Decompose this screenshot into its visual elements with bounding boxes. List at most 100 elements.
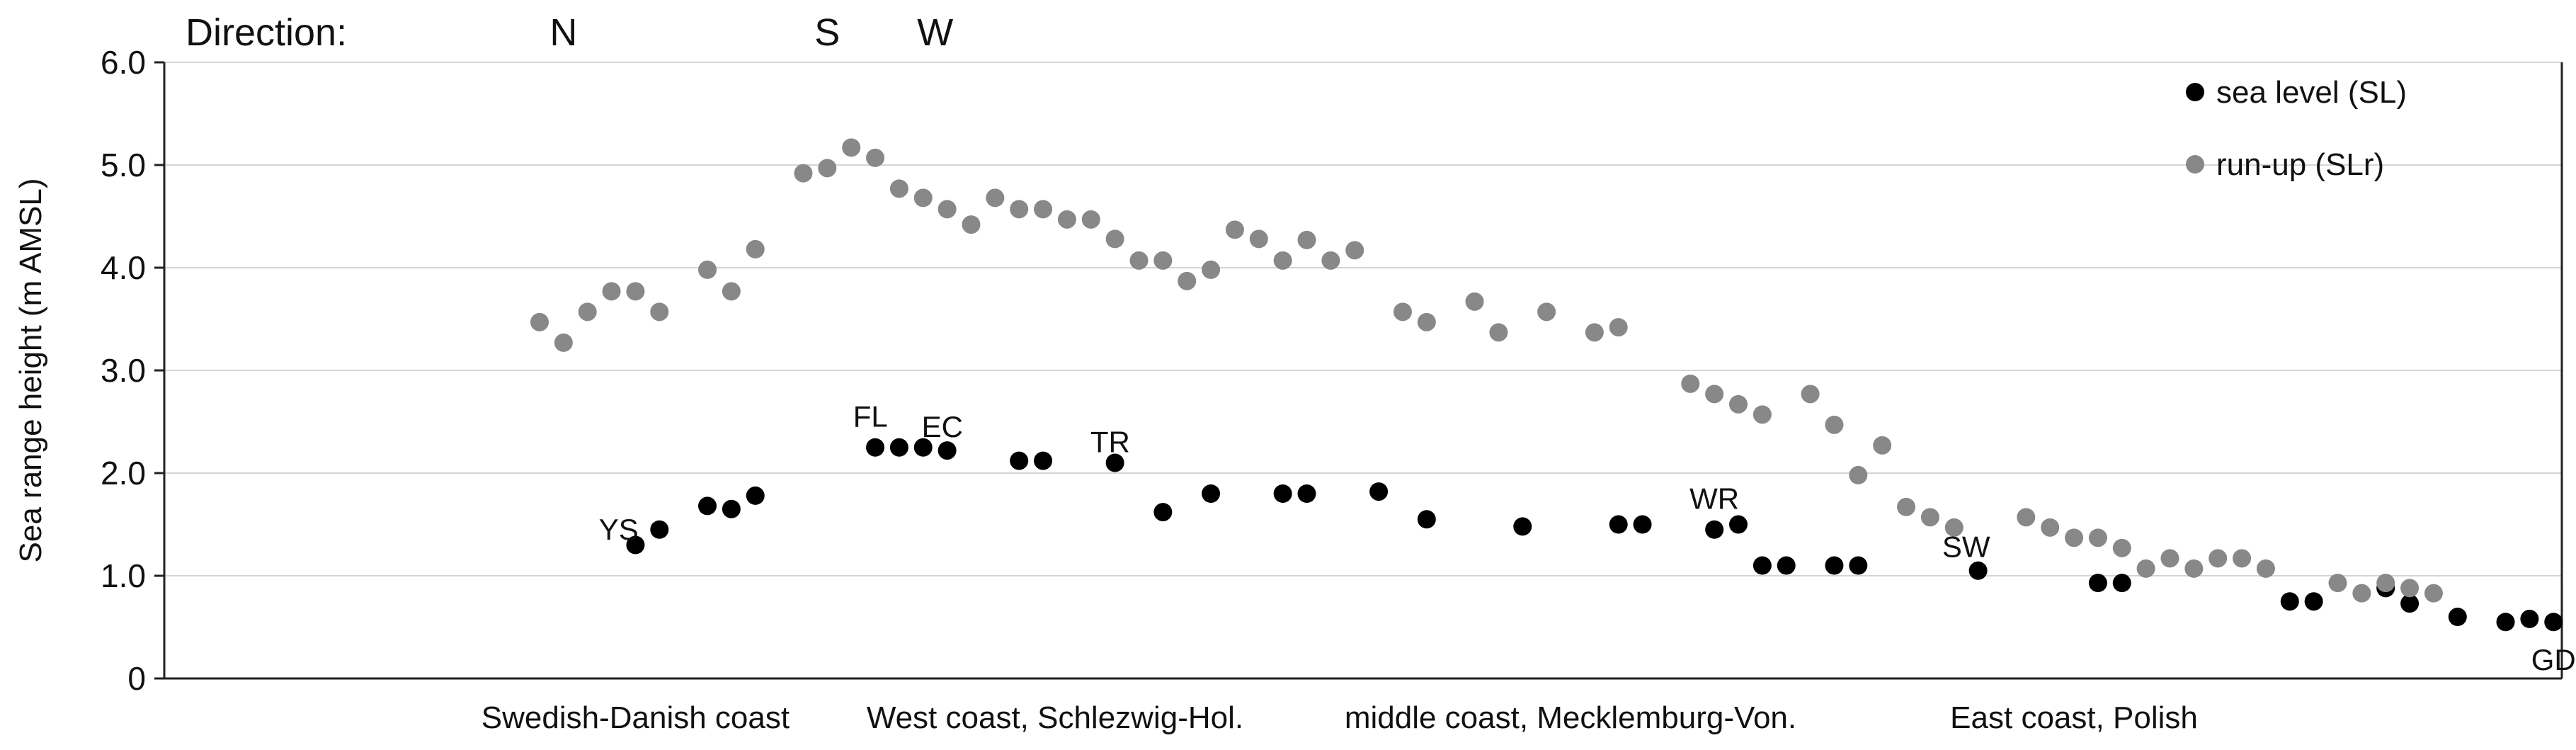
sea-level-point bbox=[698, 496, 717, 516]
sea-level-point bbox=[1777, 556, 1796, 575]
gridlines bbox=[164, 62, 2562, 576]
run-up-point bbox=[2328, 574, 2347, 593]
sea-level-point bbox=[2304, 592, 2323, 611]
sea-level-point bbox=[1417, 510, 1436, 529]
run-up-point bbox=[1944, 518, 1964, 537]
legend: sea level (SL) run-up (SLr) bbox=[2186, 75, 2407, 182]
run-up-point bbox=[1920, 508, 1939, 527]
run-up-point bbox=[1202, 260, 1221, 279]
sea-level-point bbox=[1369, 482, 1389, 501]
sea-level-point bbox=[2088, 574, 2107, 593]
region-label: middle coast, Mecklemburg-Von. bbox=[1345, 700, 1796, 735]
data-points bbox=[530, 138, 2563, 632]
run-up-point bbox=[578, 302, 597, 322]
run-up-point bbox=[2400, 579, 2420, 598]
run-up-point bbox=[2136, 559, 2155, 578]
direction-marker-n: N bbox=[549, 11, 577, 54]
sea-level-point bbox=[2544, 613, 2563, 632]
run-up-point bbox=[913, 188, 933, 208]
sea-level-point bbox=[722, 499, 741, 518]
run-up-point bbox=[2041, 518, 2060, 537]
run-up-point bbox=[1825, 415, 1844, 434]
run-up-point bbox=[2184, 559, 2204, 578]
sea-level-point bbox=[866, 438, 885, 457]
region-label: East coast, Polish bbox=[1950, 700, 2198, 735]
run-up-point bbox=[818, 159, 837, 178]
direction-marker-w: W bbox=[917, 11, 953, 54]
run-up-point bbox=[530, 312, 549, 331]
run-up-point bbox=[1010, 200, 1029, 219]
sea-level-point bbox=[1968, 561, 1988, 580]
run-up-point bbox=[1105, 229, 1124, 249]
run-up-point bbox=[1537, 302, 1556, 322]
sea-level-point bbox=[1273, 484, 1292, 503]
sea-level-point bbox=[1705, 520, 1724, 539]
region-labels: Swedish-Danish coast West coast, Schlezwi… bbox=[481, 700, 2198, 735]
y-tick-labels: 0 1.0 2.0 3.0 4.0 5.0 6.0 bbox=[101, 44, 146, 697]
run-up-point bbox=[1801, 385, 1820, 404]
y-tick-label: 6.0 bbox=[101, 44, 146, 81]
legend-label: run-up (SLr) bbox=[2216, 147, 2384, 182]
run-up-point bbox=[2088, 528, 2107, 547]
sea-level-point bbox=[1609, 515, 1628, 534]
point-annotation-label: FL bbox=[853, 399, 888, 433]
run-up-point bbox=[1465, 292, 1484, 311]
run-up-point bbox=[842, 138, 861, 157]
run-up-point bbox=[626, 282, 645, 301]
run-up-point bbox=[554, 333, 573, 352]
run-up-point bbox=[866, 148, 885, 167]
run-up-point bbox=[2376, 574, 2395, 593]
sea-level-point bbox=[1297, 484, 1316, 503]
run-up-point bbox=[962, 215, 981, 234]
point-annotation-label: YS bbox=[599, 513, 639, 546]
y-tick-label: 1.0 bbox=[101, 557, 146, 594]
run-up-point bbox=[1849, 465, 1868, 484]
run-up-point bbox=[1225, 220, 1244, 239]
sea-level-point bbox=[889, 438, 908, 457]
region-label: Swedish-Danish coast bbox=[481, 700, 790, 735]
point-annotations: YS FL EC TR WR SW GD bbox=[599, 399, 2576, 676]
point-annotation-label: EC bbox=[922, 410, 963, 443]
sea-level-point bbox=[1849, 556, 1868, 575]
sea-level-point bbox=[2280, 592, 2299, 611]
run-up-point bbox=[1729, 394, 1748, 414]
run-up-point bbox=[986, 188, 1005, 208]
run-up-point bbox=[1873, 436, 1892, 455]
sea-level-point bbox=[2448, 608, 2467, 626]
y-tick-label: 0 bbox=[127, 660, 146, 697]
y-tick-label: 5.0 bbox=[101, 147, 146, 183]
run-up-point bbox=[1129, 251, 1149, 270]
run-up-point bbox=[2160, 549, 2179, 568]
run-up-point bbox=[2256, 559, 2275, 578]
run-up-point bbox=[1081, 210, 1100, 229]
point-annotation-label: GD bbox=[2531, 643, 2576, 676]
run-up-point bbox=[794, 164, 813, 183]
y-tick-label: 2.0 bbox=[101, 455, 146, 492]
run-up-point bbox=[1057, 210, 1076, 229]
region-label: West coast, Schlezwig-Hol. bbox=[867, 700, 1243, 735]
point-annotation-label: TR bbox=[1090, 426, 1130, 459]
direction-label: Direction: bbox=[186, 11, 347, 54]
sea-level-point bbox=[1513, 517, 1532, 536]
run-up-point bbox=[1034, 200, 1053, 219]
run-up-point bbox=[937, 200, 957, 219]
sea-level-point bbox=[1105, 453, 1124, 472]
run-up-point bbox=[1609, 318, 1628, 337]
sea-level-point bbox=[2112, 574, 2131, 593]
sea-level-point bbox=[746, 486, 765, 505]
sea-level-point bbox=[1034, 451, 1053, 470]
run-up-point bbox=[1585, 323, 1604, 342]
run-up-point bbox=[722, 282, 741, 301]
run-up-point bbox=[1393, 302, 1412, 322]
run-up-point bbox=[2424, 584, 2443, 603]
y-tick-label: 4.0 bbox=[101, 249, 146, 286]
direction-header: Direction:NSWE bbox=[186, 11, 953, 54]
run-up-point bbox=[1417, 312, 1436, 331]
run-up-point bbox=[1321, 251, 1340, 270]
sea-level-point bbox=[1153, 503, 1173, 522]
run-up-point bbox=[1681, 374, 1700, 393]
run-up-point bbox=[1153, 251, 1173, 270]
run-up-point bbox=[746, 239, 765, 258]
